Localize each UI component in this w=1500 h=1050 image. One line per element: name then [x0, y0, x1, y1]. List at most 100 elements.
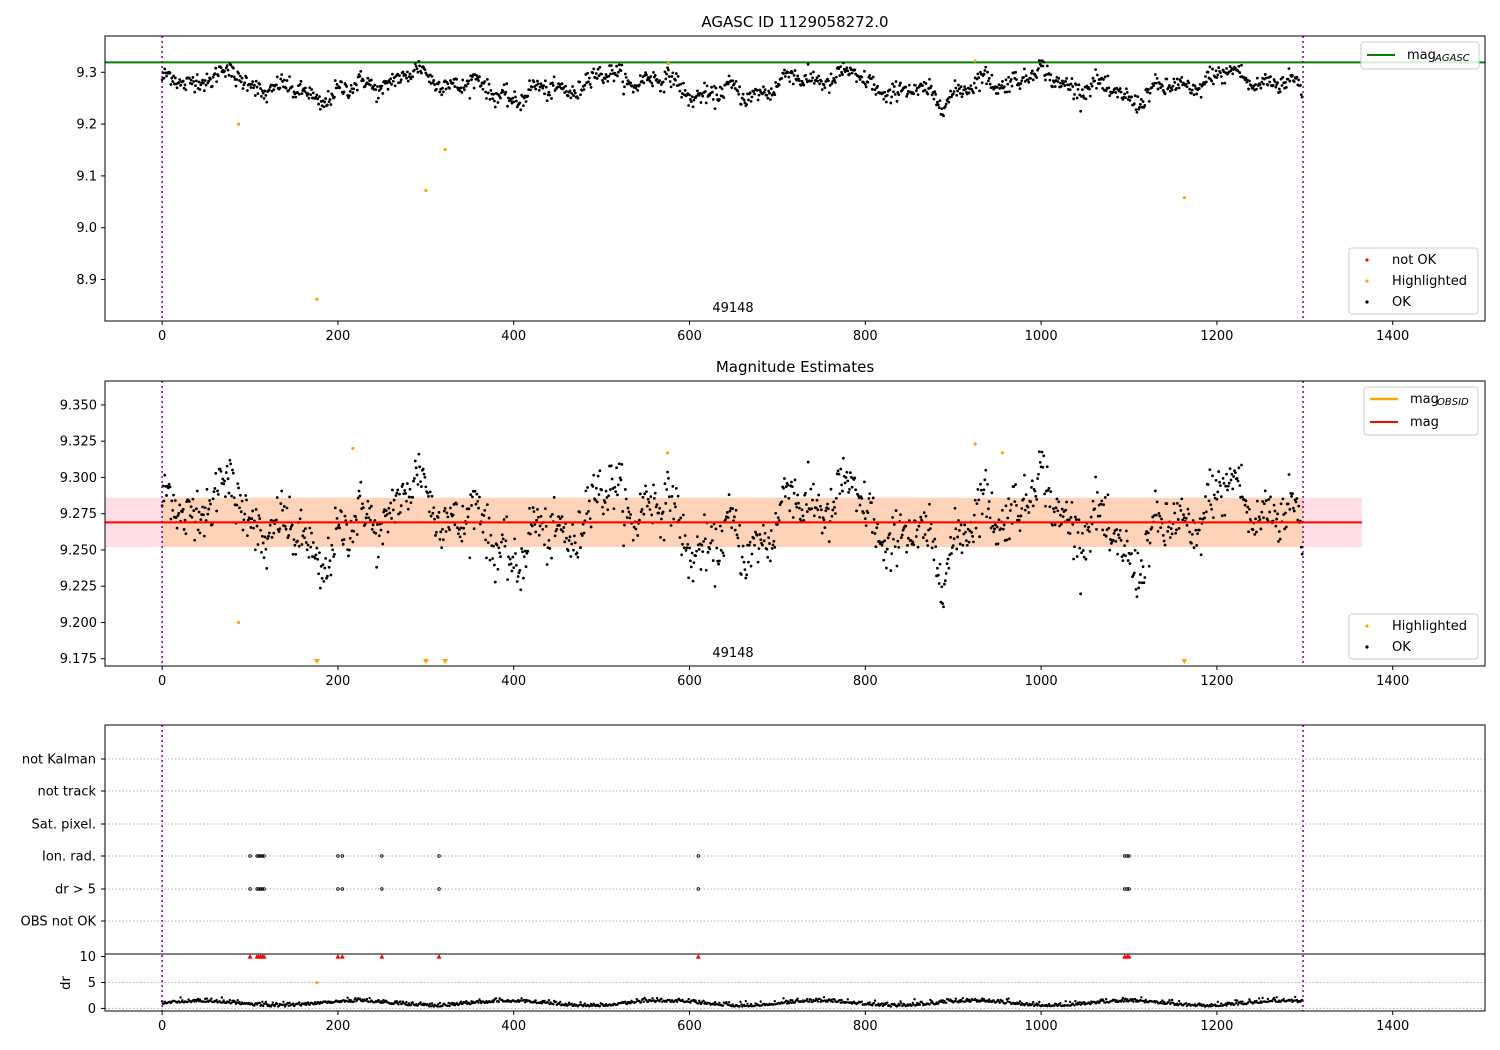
- ok-point: [943, 579, 947, 583]
- ok-point: [1071, 522, 1075, 526]
- ok-point: [194, 84, 197, 88]
- ok-point: [1203, 82, 1207, 86]
- ok-point: [1156, 529, 1160, 533]
- ok-point: [202, 513, 205, 517]
- flag-point: [1127, 854, 1131, 858]
- ok-point: [871, 75, 875, 79]
- ok-point: [980, 81, 984, 85]
- p3-xtick-label: 800: [853, 1019, 878, 1034]
- ok-point: [668, 509, 672, 513]
- ok-point: [649, 495, 653, 499]
- ok-point: [1230, 472, 1234, 476]
- dr-point: [407, 1004, 410, 1007]
- ok-point: [275, 518, 278, 522]
- ok-point: [1065, 500, 1069, 504]
- ok-point: [224, 495, 227, 498]
- ok-point: [891, 516, 894, 519]
- ok-point: [999, 527, 1003, 531]
- ok-point: [725, 511, 729, 514]
- ok-point: [830, 514, 834, 518]
- dr-point: [260, 1003, 263, 1007]
- panel-agasc-legend-top: mag AGASC: [1360, 41, 1480, 70]
- ok-point: [511, 96, 515, 100]
- ok-point: [730, 526, 734, 530]
- ok-point: [245, 534, 249, 538]
- dr-point: [298, 1001, 301, 1004]
- ok-point: [658, 79, 662, 83]
- ok-point: [228, 458, 232, 462]
- ok-point: [456, 532, 460, 536]
- ok-point: [704, 568, 708, 572]
- ok-point: [883, 539, 887, 543]
- flag-point: [258, 854, 263, 858]
- ok-point: [970, 531, 974, 534]
- ok-point: [761, 543, 764, 547]
- ok-point: [401, 70, 405, 74]
- ok-point: [783, 75, 787, 78]
- ok-point: [1263, 73, 1267, 76]
- ok-point: [995, 525, 999, 529]
- dr-point: [1047, 1002, 1051, 1006]
- ok-point: [461, 504, 465, 508]
- ok-point: [395, 491, 399, 495]
- ok-point: [318, 586, 322, 590]
- ok-point: [576, 555, 580, 559]
- ok-point: [376, 523, 379, 526]
- ok-point: [962, 532, 966, 536]
- ok-point: [1038, 460, 1042, 464]
- p3-xtick-label: 200: [326, 1019, 351, 1034]
- ok-point: [730, 86, 734, 90]
- ok-point: [787, 75, 791, 79]
- ok-point: [1020, 507, 1024, 510]
- dr-point: [1068, 1000, 1072, 1004]
- ok-point: [776, 522, 779, 526]
- ok-point: [841, 61, 845, 65]
- ok-point: [1206, 70, 1210, 74]
- ok-point: [297, 92, 301, 96]
- ok-point: [538, 524, 542, 528]
- ok-point: [267, 531, 271, 535]
- ok-point: [1284, 511, 1287, 515]
- ok-point: [687, 576, 691, 580]
- ok-point: [1048, 78, 1052, 82]
- ok-point: [715, 93, 719, 97]
- ok-point: [1206, 483, 1210, 486]
- ok-point: [1090, 84, 1094, 88]
- ok-point: [892, 523, 896, 526]
- dr-point: [162, 1002, 166, 1006]
- ok-point: [391, 488, 394, 492]
- ok-point: [272, 531, 276, 535]
- ok-point: [541, 528, 545, 531]
- ok-point: [222, 482, 226, 486]
- ok-point: [260, 534, 264, 538]
- dr-point: [1120, 998, 1124, 1002]
- ok-point: [850, 71, 854, 75]
- dr-point: [689, 1001, 692, 1004]
- ok-point: [591, 484, 595, 488]
- dr-point: [900, 1002, 903, 1005]
- ok-point: [575, 551, 579, 555]
- ok-point: [508, 557, 512, 561]
- ok-point: [564, 84, 567, 88]
- ok-point: [1217, 66, 1221, 69]
- ok-point: [891, 82, 894, 86]
- ok-point: [834, 496, 838, 500]
- ok-point: [811, 498, 814, 502]
- ok-point: [261, 91, 265, 95]
- ok-point: [302, 529, 306, 533]
- ok-point: [957, 529, 961, 532]
- ok-point: [1037, 67, 1040, 70]
- ok-point: [509, 99, 513, 102]
- dr-clipped-marker: [379, 954, 385, 959]
- ok-point: [1148, 541, 1152, 545]
- ok-point: [972, 513, 976, 517]
- ok-point: [822, 518, 826, 522]
- ok-point: [1278, 90, 1282, 94]
- ok-point: [741, 544, 745, 548]
- dr-point: [814, 999, 817, 1003]
- ok-point: [519, 108, 523, 112]
- ok-point: [522, 555, 526, 559]
- ok-point: [1287, 473, 1291, 476]
- ok-point: [863, 83, 867, 86]
- flag-category-label: Ion. rad.: [42, 850, 96, 865]
